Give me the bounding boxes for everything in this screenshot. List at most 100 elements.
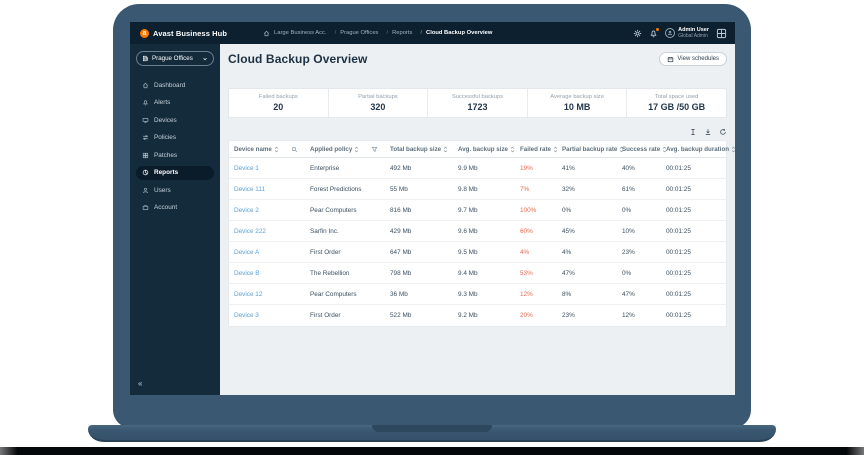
device-link[interactable]: Device 1 [234, 164, 259, 172]
stat-partial-backups: Partial backups 320 [329, 89, 429, 117]
user-role: Global Admin [678, 33, 708, 40]
avatar [665, 28, 676, 38]
device-link[interactable]: Device 3 [234, 312, 259, 319]
table-row: Device 222 Sarfin Inc. 429 Mb 9.6 Mb 60%… [229, 221, 726, 242]
patches-icon [142, 152, 149, 159]
sort-icon [510, 146, 515, 153]
device-link[interactable]: Device A [234, 248, 260, 256]
failed-rate-value: 100% [520, 206, 537, 214]
user-menu[interactable]: Admin User Global Admin [665, 26, 709, 40]
table-row: Device B The Rebellion 798 Mb 9.4 Mb 53%… [229, 263, 726, 284]
org-selector-dropdown[interactable]: Prague Offices [136, 51, 214, 66]
table-row: Device 12 Pear Computers 36 Mb 9.3 Mb 12… [229, 284, 726, 305]
notification-badge [655, 27, 660, 31]
sidebar-item-dashboard[interactable]: Dashboard [136, 78, 214, 93]
sidebar-item-label: Reports [154, 169, 179, 177]
page-title: Cloud Backup Overview [228, 52, 368, 66]
user-name: Admin User [678, 26, 709, 33]
table-row: Device 3 First Order 522 Mb 9.2 Mb 20% 2… [229, 305, 726, 326]
stat-failed-backups: Failed backups 20 [229, 89, 329, 117]
sidebar-item-patches[interactable]: Patches [136, 148, 214, 163]
topbar: a Avast Business Hub Large Business Acc.… [130, 22, 735, 44]
brand-name: Avast Business Hub [153, 28, 228, 38]
laptop-base-notch [372, 425, 492, 432]
sidebar-item-account[interactable]: Account [136, 201, 214, 216]
table-row: Device A First Order 647 Mb 9.5 Mb 4% 4%… [229, 242, 726, 263]
sidebar-item-alerts[interactable]: Alerts [136, 96, 214, 111]
download-icon[interactable] [704, 128, 712, 136]
breadcrumb-item[interactable]: Reports [382, 30, 412, 36]
sidebar: Prague Offices Dashboard Alerts [130, 44, 220, 395]
sidebar-item-label: Account [154, 204, 178, 212]
settings-gear-icon[interactable] [633, 29, 642, 38]
home-icon[interactable] [263, 30, 270, 37]
device-link[interactable]: Device B [234, 269, 260, 277]
app-screen: a Avast Business Hub Large Business Acc.… [130, 22, 735, 395]
sidebar-item-users[interactable]: Users [136, 183, 214, 198]
pie-chart-icon [142, 169, 149, 176]
sidebar-item-label: Devices [154, 116, 177, 124]
view-schedules-button[interactable]: View schedules [659, 52, 727, 66]
sidebar-item-label: Dashboard [154, 81, 186, 89]
device-link[interactable]: Device 222 [234, 227, 266, 235]
laptop-base [88, 425, 776, 442]
main-content: Cloud Backup Overview View schedules Fai… [220, 44, 735, 395]
stat-average-backup-size: Average backup size 10 MB [528, 89, 628, 117]
sliders-icon [142, 134, 149, 141]
brand[interactable]: a Avast Business Hub [140, 28, 228, 38]
device-link[interactable]: Device 2 [234, 206, 259, 214]
stat-total-space-used: Total space used 17 GB /50 GB [648, 94, 706, 112]
sidebar-item-policies[interactable]: Policies [136, 131, 214, 146]
filter-icon[interactable] [371, 146, 378, 153]
search-icon[interactable] [291, 146, 298, 153]
sidebar-item-devices[interactable]: Devices [136, 113, 214, 128]
sidebar-item-label: Users [154, 186, 171, 194]
refresh-icon[interactable] [719, 128, 727, 136]
chevron-down-icon [202, 56, 208, 62]
failed-rate-value: 53% [520, 269, 533, 277]
table-header-row: Device name Applied policy Total backup … [229, 141, 735, 158]
stats-summary-bar: Failed backups 20 Partial backups 320 Su… [228, 88, 727, 118]
building-icon [143, 55, 148, 62]
collapse-sidebar-button[interactable]: « [138, 379, 143, 388]
col-header-device-name[interactable]: Device name [229, 146, 305, 153]
topbar-actions: Admin User Global Admin [633, 26, 727, 40]
monitor-icon [142, 117, 149, 124]
sort-icon [354, 146, 359, 153]
failed-rate-value: 60% [520, 227, 533, 235]
columns-icon[interactable] [689, 128, 697, 136]
avast-logo-icon: a [140, 28, 149, 38]
failed-rate-value: 12% [520, 290, 533, 298]
stat-successful-backups: Successful backups 1723 [428, 89, 528, 117]
col-header-avg-backup-duration[interactable]: Avg. backup duration [661, 146, 735, 153]
backup-table: Device name Applied policy Total backup … [228, 140, 735, 327]
sort-icon [619, 146, 624, 153]
failed-rate-value: 20% [520, 312, 533, 319]
table-row: Device 111 Forest Predictions 55 Mb 9.8 … [229, 179, 726, 200]
sort-icon [731, 146, 735, 153]
notifications-icon[interactable] [649, 27, 660, 38]
col-header-total-backup-size[interactable]: Total backup size [385, 146, 453, 153]
breadcrumb: Large Business Acc. Prague Offices Repor… [263, 30, 492, 37]
table-toolbar [228, 126, 727, 138]
apps-launcher-icon[interactable] [716, 28, 727, 39]
sort-icon [662, 146, 667, 153]
sort-icon [274, 146, 279, 153]
calendar-icon [668, 56, 674, 62]
col-header-applied-policy[interactable]: Applied policy [305, 146, 385, 153]
table-row: Device 1 Enterprise 492 Mb 9.9 Mb 19% 41… [229, 158, 726, 179]
sidebar-item-label: Alerts [154, 99, 171, 107]
col-header-partial-backup-rate[interactable]: Partial backup rate [557, 146, 624, 153]
failed-rate-value: 4% [520, 248, 530, 256]
device-link[interactable]: Device 111 [234, 185, 266, 193]
breadcrumb-current: Cloud Backup Overview [416, 30, 492, 36]
col-header-success-rate[interactable]: Success rate [617, 146, 667, 153]
device-link[interactable]: Device 12 [234, 290, 263, 298]
breadcrumb-item[interactable]: Large Business Acc. [274, 30, 327, 36]
col-header-avg-backup-size[interactable]: Avg. backup size [453, 146, 515, 153]
table-row: Device 2 Pear Computers 816 Mb 9.7 Mb 10… [229, 200, 726, 221]
col-header-failed-rate[interactable]: Failed rate [515, 146, 558, 153]
sidebar-item-reports[interactable]: Reports [136, 165, 214, 180]
breadcrumb-item[interactable]: Prague Offices [331, 30, 378, 36]
sidebar-nav: Dashboard Alerts Devices Policies [136, 78, 214, 215]
